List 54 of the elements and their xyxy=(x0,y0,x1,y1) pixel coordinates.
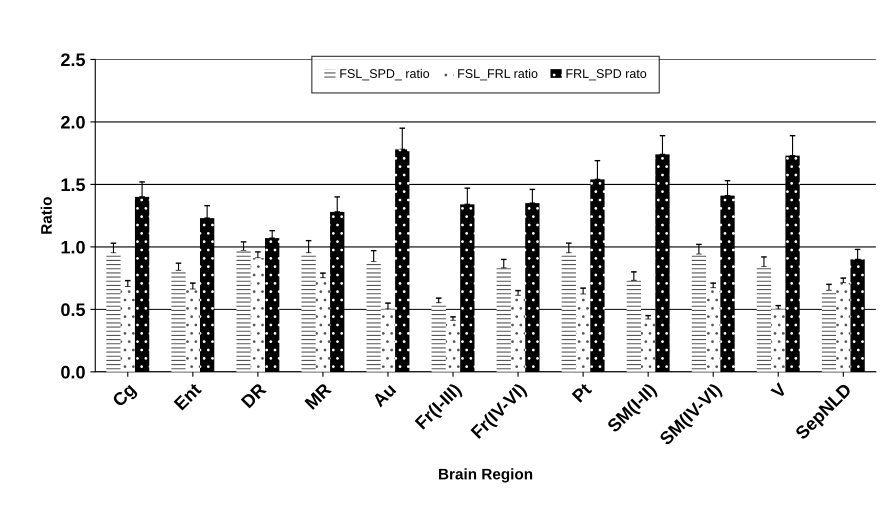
bar xyxy=(496,268,511,372)
y-tick-label: 0.5 xyxy=(61,303,86,316)
bar xyxy=(250,258,266,372)
y-tick-label: 0.0 xyxy=(61,366,85,379)
bar xyxy=(106,253,121,372)
x-tick-label: Ent xyxy=(174,382,202,411)
legend-label: FSL_FRL ratio xyxy=(458,68,538,80)
bar xyxy=(134,196,150,372)
y-tick-label: 1.0 xyxy=(62,240,85,254)
bar xyxy=(822,290,836,372)
y-axis-title: Ratio xyxy=(40,197,52,234)
bar xyxy=(200,218,214,372)
bar xyxy=(655,154,670,372)
bar xyxy=(366,262,381,372)
legend-label: FSL_SPD_ ratio xyxy=(340,68,430,80)
bar xyxy=(836,283,850,372)
bar xyxy=(641,319,656,372)
bar xyxy=(446,320,460,372)
bar xyxy=(330,212,344,372)
y-tick-label: 2.0 xyxy=(61,116,85,129)
bar xyxy=(590,179,605,372)
x-tick-label: V xyxy=(770,382,788,400)
x-tick-label: Cg xyxy=(112,382,139,410)
bar xyxy=(850,259,865,372)
legend-label: FRL_SPD rato xyxy=(566,69,646,80)
bar xyxy=(236,250,251,372)
bar xyxy=(432,303,446,372)
bar xyxy=(120,286,135,372)
bar xyxy=(525,203,540,372)
bar xyxy=(380,309,396,372)
x-axis-title: Brain Region xyxy=(439,468,532,483)
bar xyxy=(460,204,474,372)
y-tick-label: 1.5 xyxy=(62,178,86,192)
x-tick-label: Au xyxy=(372,382,397,408)
bar xyxy=(395,149,410,372)
bar xyxy=(316,278,330,372)
bar xyxy=(171,270,186,372)
bar xyxy=(785,156,800,372)
x-tick-label: DR xyxy=(240,382,267,408)
x-tick-label: Pt xyxy=(572,382,592,403)
x-tick-label: MR xyxy=(304,382,332,410)
bar xyxy=(692,254,706,372)
bar xyxy=(562,253,576,372)
bar xyxy=(186,289,200,372)
bar xyxy=(301,253,316,372)
bar xyxy=(756,266,772,372)
bar xyxy=(510,296,526,372)
bar xyxy=(720,196,735,372)
y-tick-label: 2.5 xyxy=(61,53,86,66)
bar xyxy=(706,288,720,372)
bar xyxy=(771,309,786,372)
bar xyxy=(576,294,590,372)
bar xyxy=(626,280,642,372)
bar xyxy=(265,238,280,372)
